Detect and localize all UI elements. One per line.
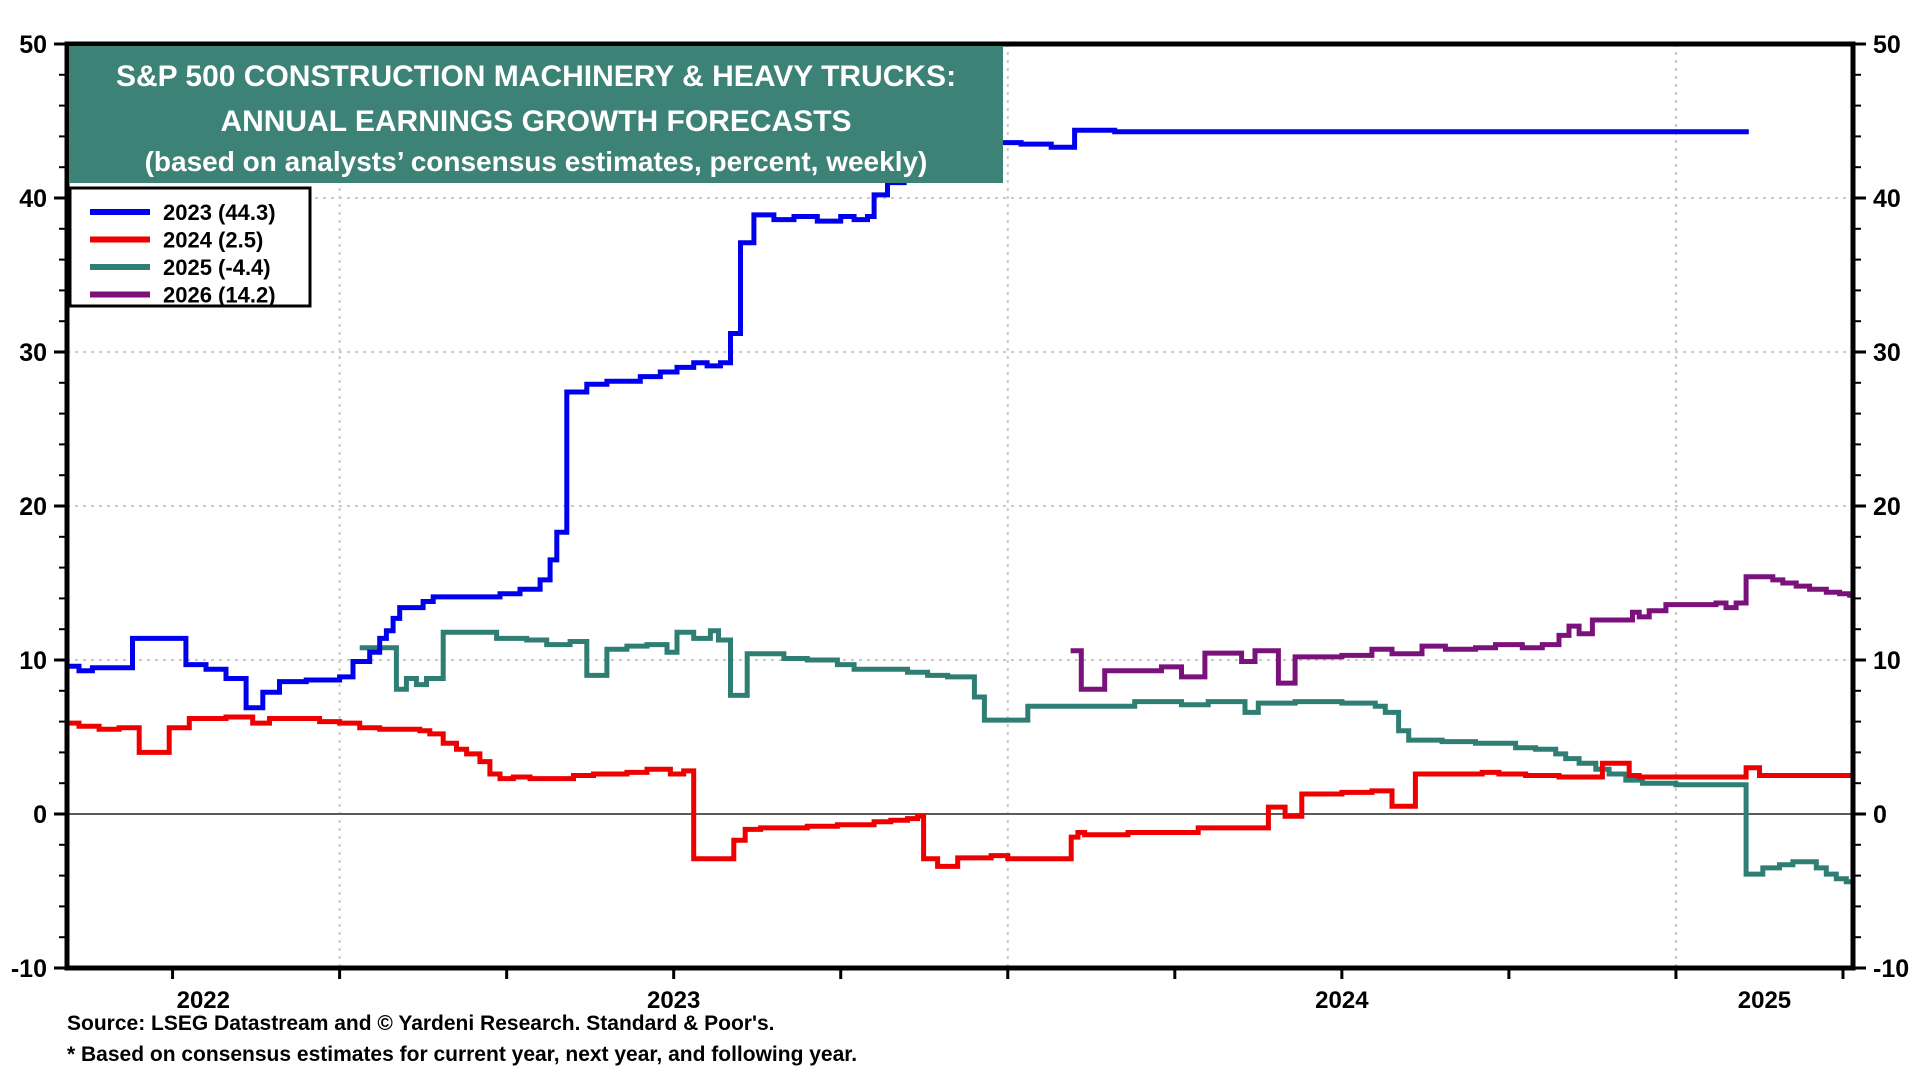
series-line-2024 [67,714,1853,869]
source-text: Source: LSEG Datastream and © Yardeni Re… [67,1012,774,1035]
x-year-label-2025: 2025 [1738,987,1791,1014]
chart-title-line1: S&P 500 CONSTRUCTION MACHINERY & HEAVY T… [116,60,956,93]
axis-ticks [54,42,1866,979]
y-label-right-20: 20 [1873,493,1901,521]
legend-label-2024: 2024 (2.5) [163,228,263,253]
y-label-left-10: 10 [19,647,47,675]
y-label-right-50: 50 [1873,31,1901,59]
y-label-left-50: 50 [19,31,47,59]
y-label-left-40: 40 [19,185,47,213]
legend-label-2023: 2023 (44.3) [163,200,276,225]
footnote-text: * Based on consensus estimates for curre… [67,1043,857,1066]
legend-label-2025: 2025 (-4.4) [163,255,271,280]
y-label-left-0: 0 [33,801,47,829]
axis-tick-labels: -10 -10 0 0 10 10 20 20 30 30 40 40 50 50 2022 2023 2024… [11,31,1909,1014]
y-label-left-20: 20 [19,493,47,521]
title-box: S&P 500 CONSTRUCTION MACHINERY & HEAVY T… [69,46,1003,183]
chart-title-line3: (based on analysts’ consensus estimates,… [145,146,928,177]
title-box-background [69,46,1003,183]
legend-box [68,186,312,308]
x-year-label-2023: 2023 [647,987,700,1014]
legend-label-2026: 2026 (14.2) [163,283,276,308]
y-label-left-30: 30 [19,339,47,367]
chart-title-line2: ANNUAL EARNINGS GROWTH FORECASTS [220,105,851,138]
legend: 2023 (44.3) 2024 (2.5)2025 (-4.4) 2026 (14… [68,186,312,308]
y-label-left--10: -10 [11,955,47,983]
y-label-right-30: 30 [1873,339,1901,367]
series-lines [67,127,1853,885]
y-label-right-40: 40 [1873,185,1901,213]
y-label-right--10: -10 [1873,955,1909,983]
x-year-label-2022: 2022 [177,987,230,1014]
series-line-2025 [359,628,1853,885]
series-line-2023 [67,127,1749,711]
y-label-right-10: 10 [1873,647,1901,675]
series-line-2026 [1070,574,1853,692]
x-year-label-2024: 2024 [1315,987,1369,1014]
y-label-right-0: 0 [1873,801,1887,829]
